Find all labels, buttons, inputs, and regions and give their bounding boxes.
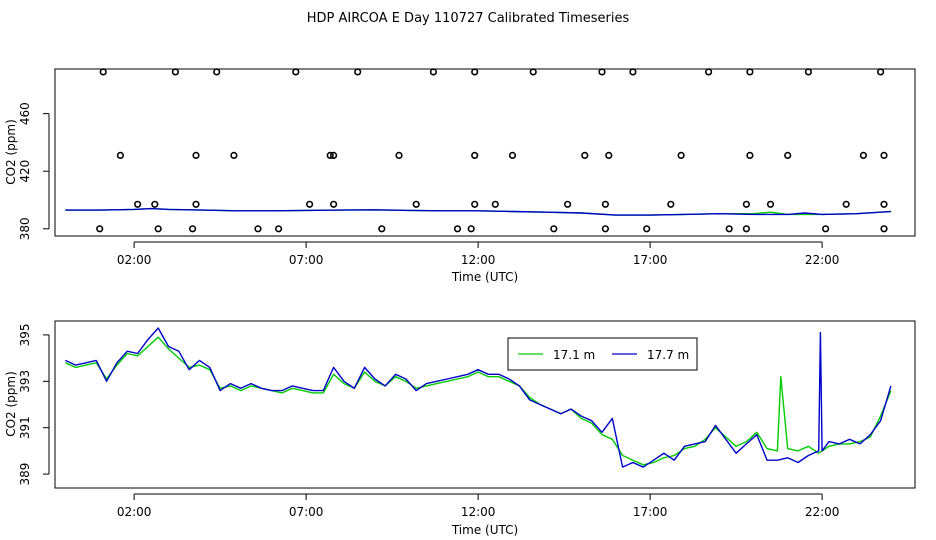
- top-data-point: [378, 225, 386, 233]
- top-data-point: [667, 200, 675, 208]
- top-data-point: [192, 200, 200, 208]
- top-y-tick-label: 380: [18, 217, 32, 240]
- bottom-x-tick-label: 22:00: [805, 505, 840, 519]
- bottom-y-axis-label: CO2 (ppm): [4, 371, 18, 437]
- top-y-tick-label: 420: [18, 160, 32, 183]
- bottom-series-17-7-mline: [65, 327, 892, 468]
- top-data-point: [842, 200, 850, 208]
- chart-title: HDP AIRCOA E Day 110727 Calibrated Times…: [307, 11, 630, 26]
- top-x-tick-label: 02:00: [117, 253, 152, 267]
- top-data-point: [804, 68, 813, 76]
- top-data-point: [508, 151, 517, 159]
- top-data-point: [192, 151, 200, 159]
- top-data-point: [467, 225, 475, 233]
- top-data-point: [746, 68, 754, 76]
- top-x-tick-label: 12:00: [461, 253, 496, 267]
- top-data-point: [213, 68, 221, 76]
- top-data-point: [601, 200, 610, 208]
- top-data-point: [529, 68, 537, 76]
- bottom-plot-frame: [54, 320, 916, 489]
- top-plot-frame: [54, 68, 916, 237]
- top-data-point: [704, 68, 713, 76]
- top-y-axis-label: CO2 (ppm): [4, 119, 18, 185]
- top-data-point: [326, 151, 334, 159]
- top-x-tick-label: 07:00: [289, 253, 324, 267]
- top-data-point: [429, 68, 438, 76]
- top-data-point: [292, 68, 300, 76]
- bottom-x-tick-label: 17:00: [633, 505, 668, 519]
- top-y-tick-label: 460: [18, 102, 32, 125]
- top-data-point: [725, 225, 733, 233]
- top-x-axis: 02:00 07:00 12:00 17:00 22:00: [117, 241, 840, 267]
- top-data-point: [784, 151, 792, 159]
- top-data-point: [154, 225, 162, 233]
- legend-label-17-1m: 17.1 m: [553, 348, 595, 362]
- top-data-point: [876, 68, 885, 76]
- top-data-point: [275, 225, 283, 233]
- top-data-point: [880, 225, 888, 233]
- top-data-point: [471, 200, 479, 208]
- top-data-point: [412, 200, 420, 208]
- top-data-point: [99, 68, 107, 76]
- bottom-x-axis-label: Time (UTC): [451, 523, 518, 537]
- top-data-point: [330, 200, 338, 208]
- legend-label-17-7m: 17.7 m: [647, 348, 689, 362]
- bottom-x-tick-label: 12:00: [461, 505, 496, 519]
- bottom-x-tick-label: 07:00: [289, 505, 324, 519]
- legend: 17.1 m 17.7 m: [507, 337, 698, 371]
- top-data-point: [116, 151, 124, 159]
- top-data-point: [151, 200, 159, 208]
- top-data-point: [880, 200, 888, 208]
- top-data-point: [601, 225, 610, 233]
- top-data-point: [171, 68, 179, 76]
- bottom-y-axis: 389 391 393 395: [18, 323, 50, 486]
- bottom-x-axis: 02:00 07:00 12:00 17:00 22:00: [117, 493, 840, 519]
- top-data-point: [134, 200, 142, 208]
- bottom-x-tick-label: 02:00: [117, 505, 152, 519]
- bottom-y-tick-label: 393: [18, 370, 32, 393]
- top-data-point: [330, 151, 338, 159]
- top-plot-area: [65, 68, 891, 233]
- top-data-point: [766, 200, 775, 208]
- top-data-point: [598, 68, 606, 76]
- bottom-panel: 02:00 07:00 12:00 17:00 22:00 389 391 393 395 T…: [4, 320, 916, 537]
- top-x-axis-label: Time (UTC): [451, 270, 518, 284]
- bottom-series-17-1-mline: [65, 336, 892, 466]
- top-data-point: [742, 225, 751, 233]
- top-data-point: [605, 151, 613, 159]
- top-x-tick-label: 17:00: [633, 253, 668, 267]
- top-data-point: [453, 225, 462, 233]
- top-data-point: [395, 151, 403, 159]
- top-data-point: [629, 68, 637, 76]
- top-data-point: [746, 151, 754, 159]
- top-data-point: [581, 151, 589, 159]
- top-panel: 02:00 07:00 12:00 17:00 22:00 380 420 460 Time…: [4, 68, 916, 284]
- top-data-point: [254, 225, 262, 233]
- top-data-point: [491, 200, 499, 208]
- top-data-point: [96, 225, 104, 233]
- top-data-point: [821, 225, 830, 233]
- bottom-plot-area: [65, 327, 892, 468]
- top-data-point: [230, 151, 238, 159]
- top-data-point: [550, 225, 558, 233]
- top-data-point: [306, 200, 314, 208]
- bottom-y-tick-label: 391: [18, 416, 32, 439]
- top-data-point: [742, 200, 751, 208]
- top-data-point: [471, 151, 479, 159]
- top-data-point: [859, 151, 868, 159]
- top-series-17-7-mline: [65, 207, 891, 216]
- top-y-axis: 380 420 460: [18, 102, 50, 240]
- top-x-tick-label: 22:00: [805, 253, 840, 267]
- top-data-point: [471, 68, 479, 76]
- top-data-point: [563, 200, 572, 208]
- top-data-point: [643, 225, 651, 233]
- top-data-point: [354, 68, 362, 76]
- top-data-point: [189, 225, 197, 233]
- top-data-point: [677, 151, 685, 159]
- bottom-y-tick-label: 395: [18, 323, 32, 346]
- bottom-y-tick-label: 389: [18, 463, 32, 486]
- top-data-point: [880, 151, 888, 159]
